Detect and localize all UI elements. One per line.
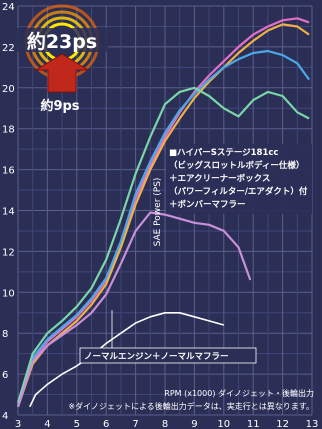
badge-top-text: 約23ps [27, 30, 97, 53]
y-tick-label: 14 [2, 207, 15, 218]
normal-annotation: ノーマルエンジン＋ノーマルマフラー [79, 310, 257, 364]
x-tick-label: 9 [191, 419, 197, 429]
series-line-3 [16, 49, 310, 406]
y-tick-label: 12 [2, 247, 15, 258]
x-tick-label: 7 [132, 419, 138, 429]
y-tick-label: 22 [2, 43, 15, 54]
normal-annotation-text: ノーマルエンジン＋ノーマルマフラー [84, 352, 229, 362]
y-tick-label: 16 [2, 166, 15, 177]
y-tick-label: 18 [2, 125, 15, 136]
x-tick-label: 10 [217, 419, 230, 429]
x-tick-label: 11 [247, 419, 260, 429]
y-tick-label: 8 [2, 329, 8, 340]
y-tick-label: 6 [2, 370, 8, 381]
x-tick-label: 8 [162, 419, 168, 429]
x-tick-label: 3 [15, 419, 21, 429]
series-line-1 [16, 17, 310, 406]
up-arrow-icon [34, 53, 90, 93]
series-line-4 [16, 86, 310, 404]
y-tick-label: 24 [2, 2, 15, 13]
badge-bottom-text: 約9ps [40, 98, 79, 114]
x-tick-label: 6 [103, 419, 109, 429]
series-line-2 [16, 23, 310, 408]
y-axis-label: SAE Power (PS) [153, 178, 163, 247]
series-line-5 [16, 211, 252, 408]
power-badge: 約23ps 約9ps [16, 4, 108, 114]
x-tick-label: 13 [306, 419, 319, 429]
legend-line-3: ＋エアクリーナーボックス [169, 173, 270, 184]
legend-line-1: ■ハイパーSステージ181cc [169, 147, 278, 158]
series-layer [16, 17, 310, 408]
x-tick-label: 5 [74, 419, 80, 429]
y-tick-label: 4 [2, 411, 8, 422]
y-tick-label: 20 [2, 84, 15, 95]
legend-line-4: （パワーフィルター/エアダクト）付 [169, 186, 308, 197]
x-axis-label: RPM (x1000) ダイノジェット・後輪出力 [164, 388, 314, 398]
y-tick-label: 10 [2, 288, 15, 299]
x-tick-label: 12 [276, 419, 289, 429]
footnote: ※ダイノジェットによる後輪出力データは、実走行とは異なります。 [68, 401, 314, 411]
legend-line-5: ＋ボンバーマフラー [169, 199, 246, 210]
legend-box: ■ハイパーSステージ181cc （ビッグスロットルボディー仕様） ＋エアクリーナ… [166, 144, 312, 214]
series-line-6 [29, 311, 225, 408]
x-tick-label: 4 [44, 419, 50, 429]
legend-line-2: （ビッグスロットルボディー仕様） [169, 160, 304, 171]
